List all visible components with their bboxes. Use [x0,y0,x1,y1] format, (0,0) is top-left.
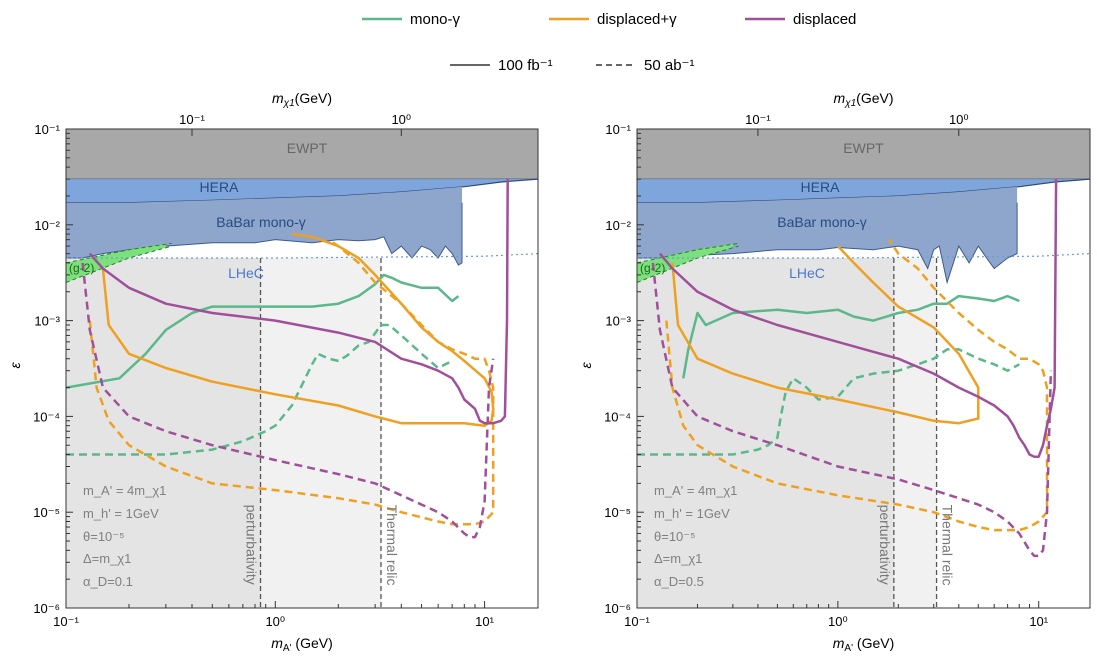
legend-label: displaced+γ [597,11,677,28]
y-tick-label: 10⁻⁴ [33,409,60,424]
plot-frame [636,128,1091,609]
lhec-line [637,253,1090,259]
perturbativity-label: perturbativity [244,505,260,585]
plot-frame [65,128,539,609]
y-tick-label: 10⁻³ [605,314,631,329]
top-axis-title: mχ1(GeV) [272,90,332,109]
x-tick-label: 10⁰ [265,614,285,629]
y-axis-title: ε [7,362,23,369]
ewpt-label: EWPT [843,140,884,156]
param-label: m_h' = 1GeV [83,506,159,521]
plot-area: EWPT HERA BaBar mono-γ LHeC (g-2) perturbativ… [66,129,538,608]
legend-linestyle-label: 100 fb⁻¹ [498,57,553,74]
series-displaced-solid [88,179,509,425]
thermal-region [260,258,382,608]
legend-label: mono-γ [410,11,461,28]
series-mono-dashed [66,323,453,456]
series-displaced-dashed [665,238,1049,532]
x-tick-label: 10⁻¹ [53,614,79,629]
lhec-label: LHeC [789,265,825,281]
babar-region [637,186,1018,283]
param-label: θ=10⁻⁵ [83,529,125,544]
g2-edge [66,245,172,283]
series-mono-dashed [637,348,1020,456]
plot-area: EWPT HERA BaBar mono-γ LHeC (g-2) perturbativ… [637,129,1090,608]
y-tick-label: 10⁻⁶ [33,601,60,616]
hera-region [637,179,1090,203]
left-panel: EWPT HERA BaBar mono-γ LHeC (g-2) perturbativ… [7,90,539,654]
top-tick-label: 10⁰ [391,112,411,127]
x-tick-label: 10¹ [1029,614,1048,629]
y-tick-label: 10⁻⁴ [604,409,631,424]
thermal-relic-label: Thermal relic [940,505,956,586]
g2-region [637,244,733,283]
hera-region [66,179,538,203]
lhec-label: LHeC [228,265,264,281]
g2-region [66,244,166,283]
top-axis-title: mχ1(GeV) [833,90,893,109]
perturbativity-region [66,258,261,608]
ewpt-region [637,129,1090,180]
x-tick-label: 10⁻¹ [624,614,650,629]
series-displaced-dashed [651,262,1053,558]
x-tick-label: 10⁰ [828,614,848,629]
x-tick-label: 10¹ [475,614,494,629]
top-tick-label: 10⁻¹ [179,112,205,127]
y-tick-label: 10⁻² [34,218,60,233]
x-axis-title: mA' (GeV) [833,635,895,654]
y-tick-label: 10⁻⁵ [604,505,631,520]
y-tick-label: 10⁻⁵ [33,505,60,520]
series-displaced-dashed [88,238,495,526]
y-tick-label: 10⁻² [605,218,631,233]
hera-label: HERA [200,179,240,195]
lhec-line [66,253,538,259]
legend-linestyle-label: 50 ab⁻¹ [644,57,694,74]
param-label: θ=10⁻⁵ [654,529,696,544]
param-label: α_D=0.5 [654,574,704,589]
hera-label: HERA [801,179,841,195]
perturbativity-label: perturbativity [877,505,893,585]
ewpt-label: EWPT [287,140,328,156]
legend: mono-γ displaced+γ displaced 100 fb⁻¹ 50 ab⁻… [362,11,856,74]
right-panel: EWPT HERA BaBar mono-γ LHeC (g-2) perturbativ… [578,90,1091,654]
y-tick-label: 10⁻⁶ [604,601,631,616]
babar-label: BaBar mono-γ [216,214,305,230]
babar-edge [637,202,1018,285]
y-axis-title: ε [578,362,594,369]
babar-label: BaBar mono-γ [777,214,866,230]
thermal-relic-label: Thermal relic [384,505,400,586]
series-mono-solid [682,294,1020,379]
series-displaced-solid [671,245,980,425]
param-label: m_A' = 4m_χ1 [83,483,166,498]
series-displaced-solid [658,179,1058,458]
y-tick-label: 10⁻¹ [34,122,60,137]
param-label: m_h' = 1GeV [654,506,730,521]
top-tick-label: 10⁻¹ [745,112,771,127]
param-label: m_A' = 4m_χ1 [654,483,737,498]
g2-label: (g-2) [69,261,94,275]
series-displaced-dashed [81,262,495,539]
ewpt-region [66,129,538,180]
param-label: α_D=0.1 [83,574,133,589]
legend-label: displaced [793,11,856,28]
g2-label: (g-2) [640,261,665,275]
param-label: Δ=m_χ1 [83,551,131,566]
y-tick-label: 10⁻¹ [605,122,631,137]
series-mono-solid [66,273,460,389]
param-label: Δ=m_χ1 [654,551,702,566]
x-axis-title: mA' (GeV) [271,635,333,654]
y-tick-label: 10⁻³ [34,314,60,329]
top-tick-label: 10⁰ [949,112,969,127]
